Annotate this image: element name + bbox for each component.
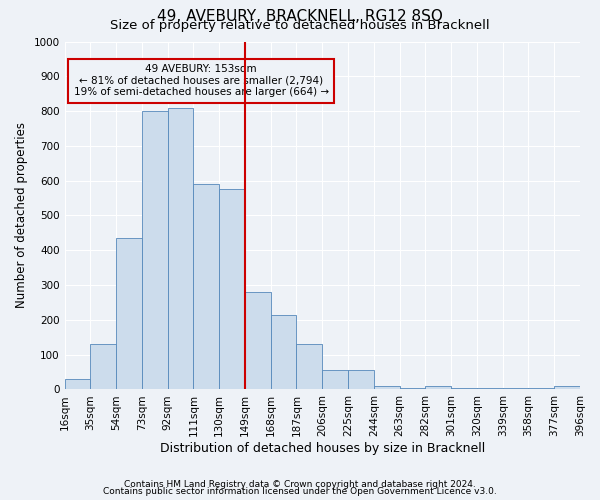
Y-axis label: Number of detached properties: Number of detached properties (15, 122, 28, 308)
Bar (425, 386, 451, 390)
Bar (193, 184, 219, 390)
Text: 49 AVEBURY: 153sqm
← 81% of detached houses are smaller (2,794)
19% of semi-deta: 49 AVEBURY: 153sqm ← 81% of detached hou… (74, 64, 329, 98)
X-axis label: Distribution of detached houses by size in Bracknell: Distribution of detached houses by size … (160, 442, 485, 455)
Bar (142, 111, 167, 390)
Bar (503, 388, 529, 390)
Bar (554, 386, 580, 390)
Bar (451, 388, 477, 390)
Bar (65, 379, 91, 390)
Bar (348, 370, 374, 390)
Bar (400, 388, 425, 390)
Bar (529, 388, 554, 390)
Text: Size of property relative to detached houses in Bracknell: Size of property relative to detached ho… (110, 18, 490, 32)
Bar (91, 344, 116, 390)
Bar (116, 238, 142, 390)
Bar (245, 292, 271, 390)
Bar (271, 314, 296, 390)
Bar (219, 190, 245, 390)
Text: Contains HM Land Registry data © Crown copyright and database right 2024.: Contains HM Land Registry data © Crown c… (124, 480, 476, 489)
Text: 49, AVEBURY, BRACKNELL, RG12 8SQ: 49, AVEBURY, BRACKNELL, RG12 8SQ (157, 9, 443, 24)
Bar (322, 370, 348, 390)
Bar (477, 388, 503, 390)
Bar (374, 386, 400, 390)
Bar (296, 344, 322, 390)
Text: Contains public sector information licensed under the Open Government Licence v3: Contains public sector information licen… (103, 487, 497, 496)
Bar (167, 108, 193, 390)
